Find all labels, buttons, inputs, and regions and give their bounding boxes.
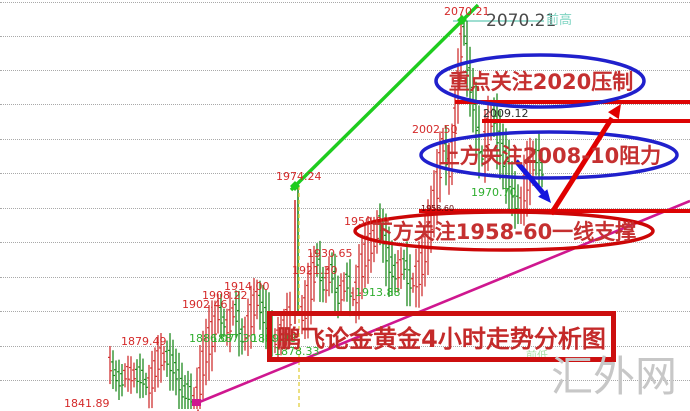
annotation-ellipse-1958-60 <box>353 210 655 252</box>
price-label: 1930.65 <box>307 247 353 260</box>
price-label: 1950.09 <box>344 215 390 228</box>
price-label: 1887.30 <box>211 332 257 345</box>
gridline <box>0 173 690 174</box>
analysis-title: 鹏飞论金黄金4小时走势分析图 <box>277 325 606 353</box>
gridline <box>0 242 690 243</box>
price-label: 2070.21 <box>486 11 557 31</box>
price-label: 前低 <box>526 349 548 362</box>
price-label: 1886.07 <box>189 332 235 345</box>
price-label: 1879.49 <box>121 335 167 348</box>
blue-down-arrow-head <box>538 189 551 203</box>
price-label: 1974.24 <box>276 170 322 183</box>
gridline <box>0 70 690 71</box>
price-label: 1908.22 <box>202 289 248 302</box>
price-label: 1914.00 <box>224 280 270 293</box>
analysis-title-box: 鹏飞论金黄金4小时走势分析图 <box>267 311 616 362</box>
price-label: 1902.46 <box>182 298 228 311</box>
blue-down-arrow <box>514 159 545 195</box>
price-label: 2070.21 <box>444 5 490 18</box>
price-label: 1921.30 <box>292 264 338 277</box>
gridline <box>0 346 690 347</box>
annotation-ellipse-2020 <box>434 53 646 109</box>
gridline <box>0 104 690 105</box>
price-label: 1970.70 <box>471 186 517 199</box>
gridline <box>0 2 690 3</box>
price-label: 前高 <box>546 13 573 28</box>
gridline <box>0 277 690 278</box>
price-label: 1889.98 <box>251 332 297 345</box>
price-label: 1958.60 <box>421 204 455 213</box>
red-up-arrow <box>548 116 615 216</box>
watermark: 汇外网 <box>551 352 678 401</box>
gridline <box>0 380 690 381</box>
magenta-trendline <box>196 199 690 405</box>
gridline <box>0 139 690 140</box>
magenta-square-marker <box>192 399 201 406</box>
annotation-ellipse-2008-10 <box>419 130 679 180</box>
gridline <box>0 36 690 37</box>
price-label: 1913.88 <box>355 286 401 299</box>
green-diamond-marker <box>290 181 300 191</box>
price-label: 2002.50 <box>412 123 458 136</box>
red-up-arrow-head <box>608 104 621 120</box>
price-label: 1878.33 <box>274 345 320 358</box>
green-diamond-marker <box>457 15 467 25</box>
gridline <box>0 208 690 209</box>
green-trendline <box>289 3 480 192</box>
price-label: 1841.89 <box>64 397 110 410</box>
price-label: 2009.12 <box>483 107 529 120</box>
